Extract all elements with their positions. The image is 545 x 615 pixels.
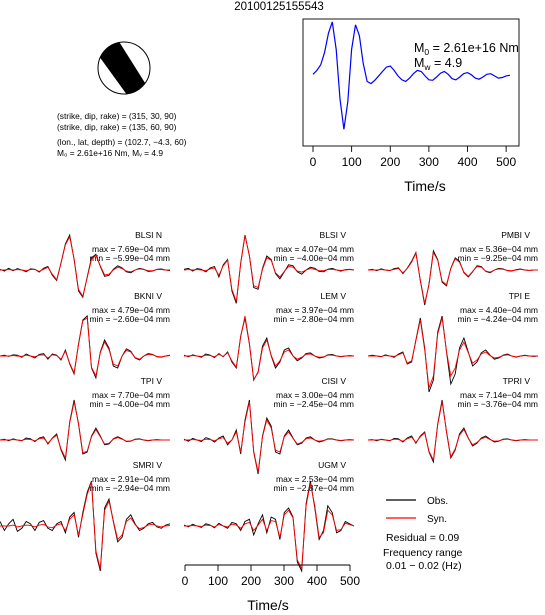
synthetic-trace [0,317,171,378]
waveform-xlabel: Time/s [247,597,288,613]
station-name: SMRI V [133,460,163,470]
station-min: min = −5.99e−04 mm [89,253,170,263]
stf-tick-label: 300 [419,155,439,169]
station-max: max = 4.07e−04 mm [276,244,354,254]
station-name: UGM V [318,460,346,470]
observed-trace [0,480,171,572]
observed-trace [0,315,171,380]
station-min: min = −2.87e−04 mm [273,483,354,493]
synthetic-trace [368,317,538,389]
station-max: max = 7.14e−04 mm [460,390,538,400]
synthetic-trace [184,315,354,381]
stf-magnitude-label: Mw = 4.9 [414,56,462,72]
station-min: min = −4.24e−04 mm [457,314,538,324]
waveform-tick-label: 500 [340,574,360,588]
station-max: max = 3.97e−04 mm [276,305,354,315]
station-name: BKNI V [134,291,162,301]
residual-label: Residual = 0.09 [386,532,459,544]
stf-panel: 0 100 200 300 400 500 Time/s M0 = 2.61e+16 Nm… [302,18,520,194]
station-min: min = −3.76e−04 mm [457,399,538,409]
synthetic-trace [368,401,538,462]
stf-tick-label: 0 [310,155,317,169]
station-name: LEM V [320,291,346,301]
stf-tick-label: 100 [342,155,362,169]
stf-tick-label: 500 [496,155,516,169]
synthetic-trace [368,251,538,304]
synthetic-trace [0,401,170,460]
legend: Obs. Syn. Residual = 0.09 Frequency rang… [383,496,463,572]
stf-frame [302,18,520,147]
nodal-plane-2: (strike, dip, rake) = (135, 60, 90) [57,122,177,132]
station-name: BLSI N [135,230,162,240]
station-max: max = 2.91e−04 mm [92,474,170,484]
synthetic-trace [184,401,354,473]
station-min: min = −2.80e−04 mm [273,314,354,324]
station-min: min = −9.25e−04 mm [457,253,538,263]
station-max: max = 4.40e−04 mm [460,305,538,315]
stf-tick-label: 400 [457,155,477,169]
legend-obs-label: Obs. [427,496,448,507]
station-name: TPRI V [503,376,531,386]
station-min: min = −4.00e−04 mm [89,399,170,409]
station-min: min = −2.94e−04 mm [89,483,170,493]
station-max: max = 4.79e−04 mm [92,305,170,315]
moment-magnitude: M₀ = 2.61e+16 Nm, Mᵥ = 4.9 [57,148,164,158]
stf-line [312,21,511,130]
waveform-tick-label: 400 [307,574,327,588]
frequency-title: Frequency range [383,547,463,559]
frequency-value: 0.01 − 0.02 (Hz) [386,560,462,572]
station-max: max = 3.00e−04 mm [276,390,354,400]
focal-mechanism-beachball [97,41,151,95]
waveform-tick-label: 0 [182,574,189,588]
station-name: CISI V [321,376,346,386]
station-max: max = 2.53e−04 mm [276,474,354,484]
waveform-tick-label: 300 [274,574,294,588]
observed-trace [0,399,170,462]
synthetic-trace [0,235,170,298]
legend-syn-label: Syn. [427,514,447,525]
waveform-tick-label: 200 [241,574,261,588]
mechanism-info: (strike, dip, rake) = (315, 30, 90) (str… [57,111,186,159]
figure-title: 20100125155543 [234,1,324,13]
stf-xlabel: Time/s [404,178,445,194]
hypocenter-location: (lon., lat, depth) = (102.7, −4.3, 60) [57,137,187,147]
station-name: BLSI V [320,230,347,240]
synthetic-trace [184,483,355,571]
beachball-outline [97,41,151,95]
waveform-tick-label: 100 [208,574,228,588]
station-name: TPI V [141,376,163,386]
station-max: max = 5.36e−04 mm [460,244,538,254]
waveform-x-axis: 0 100 200 300 400 500 [182,564,360,588]
synthetic-trace [0,481,171,569]
synthetic-trace [183,235,355,302]
station-max: max = 7.70e−04 mm [92,390,170,400]
station-name: PMBI V [501,230,530,240]
stf-tick-label: 200 [380,155,400,169]
beachball-compression [98,42,150,94]
station-max: max = 7.69e−04 mm [92,244,170,254]
station-min: min = −2.45e−04 mm [273,399,354,409]
station-min: min = −2.60e−04 mm [89,314,170,324]
station-min: min = −4.00e−04 mm [273,253,354,263]
stf-x-axis: 0 100 200 300 400 500 [310,146,516,169]
station-name: TPI E [509,291,531,301]
nodal-plane-1: (strike, dip, rake) = (315, 30, 90) [57,111,177,121]
stf-moment-label: M0 = 2.61e+16 Nm [414,41,519,57]
